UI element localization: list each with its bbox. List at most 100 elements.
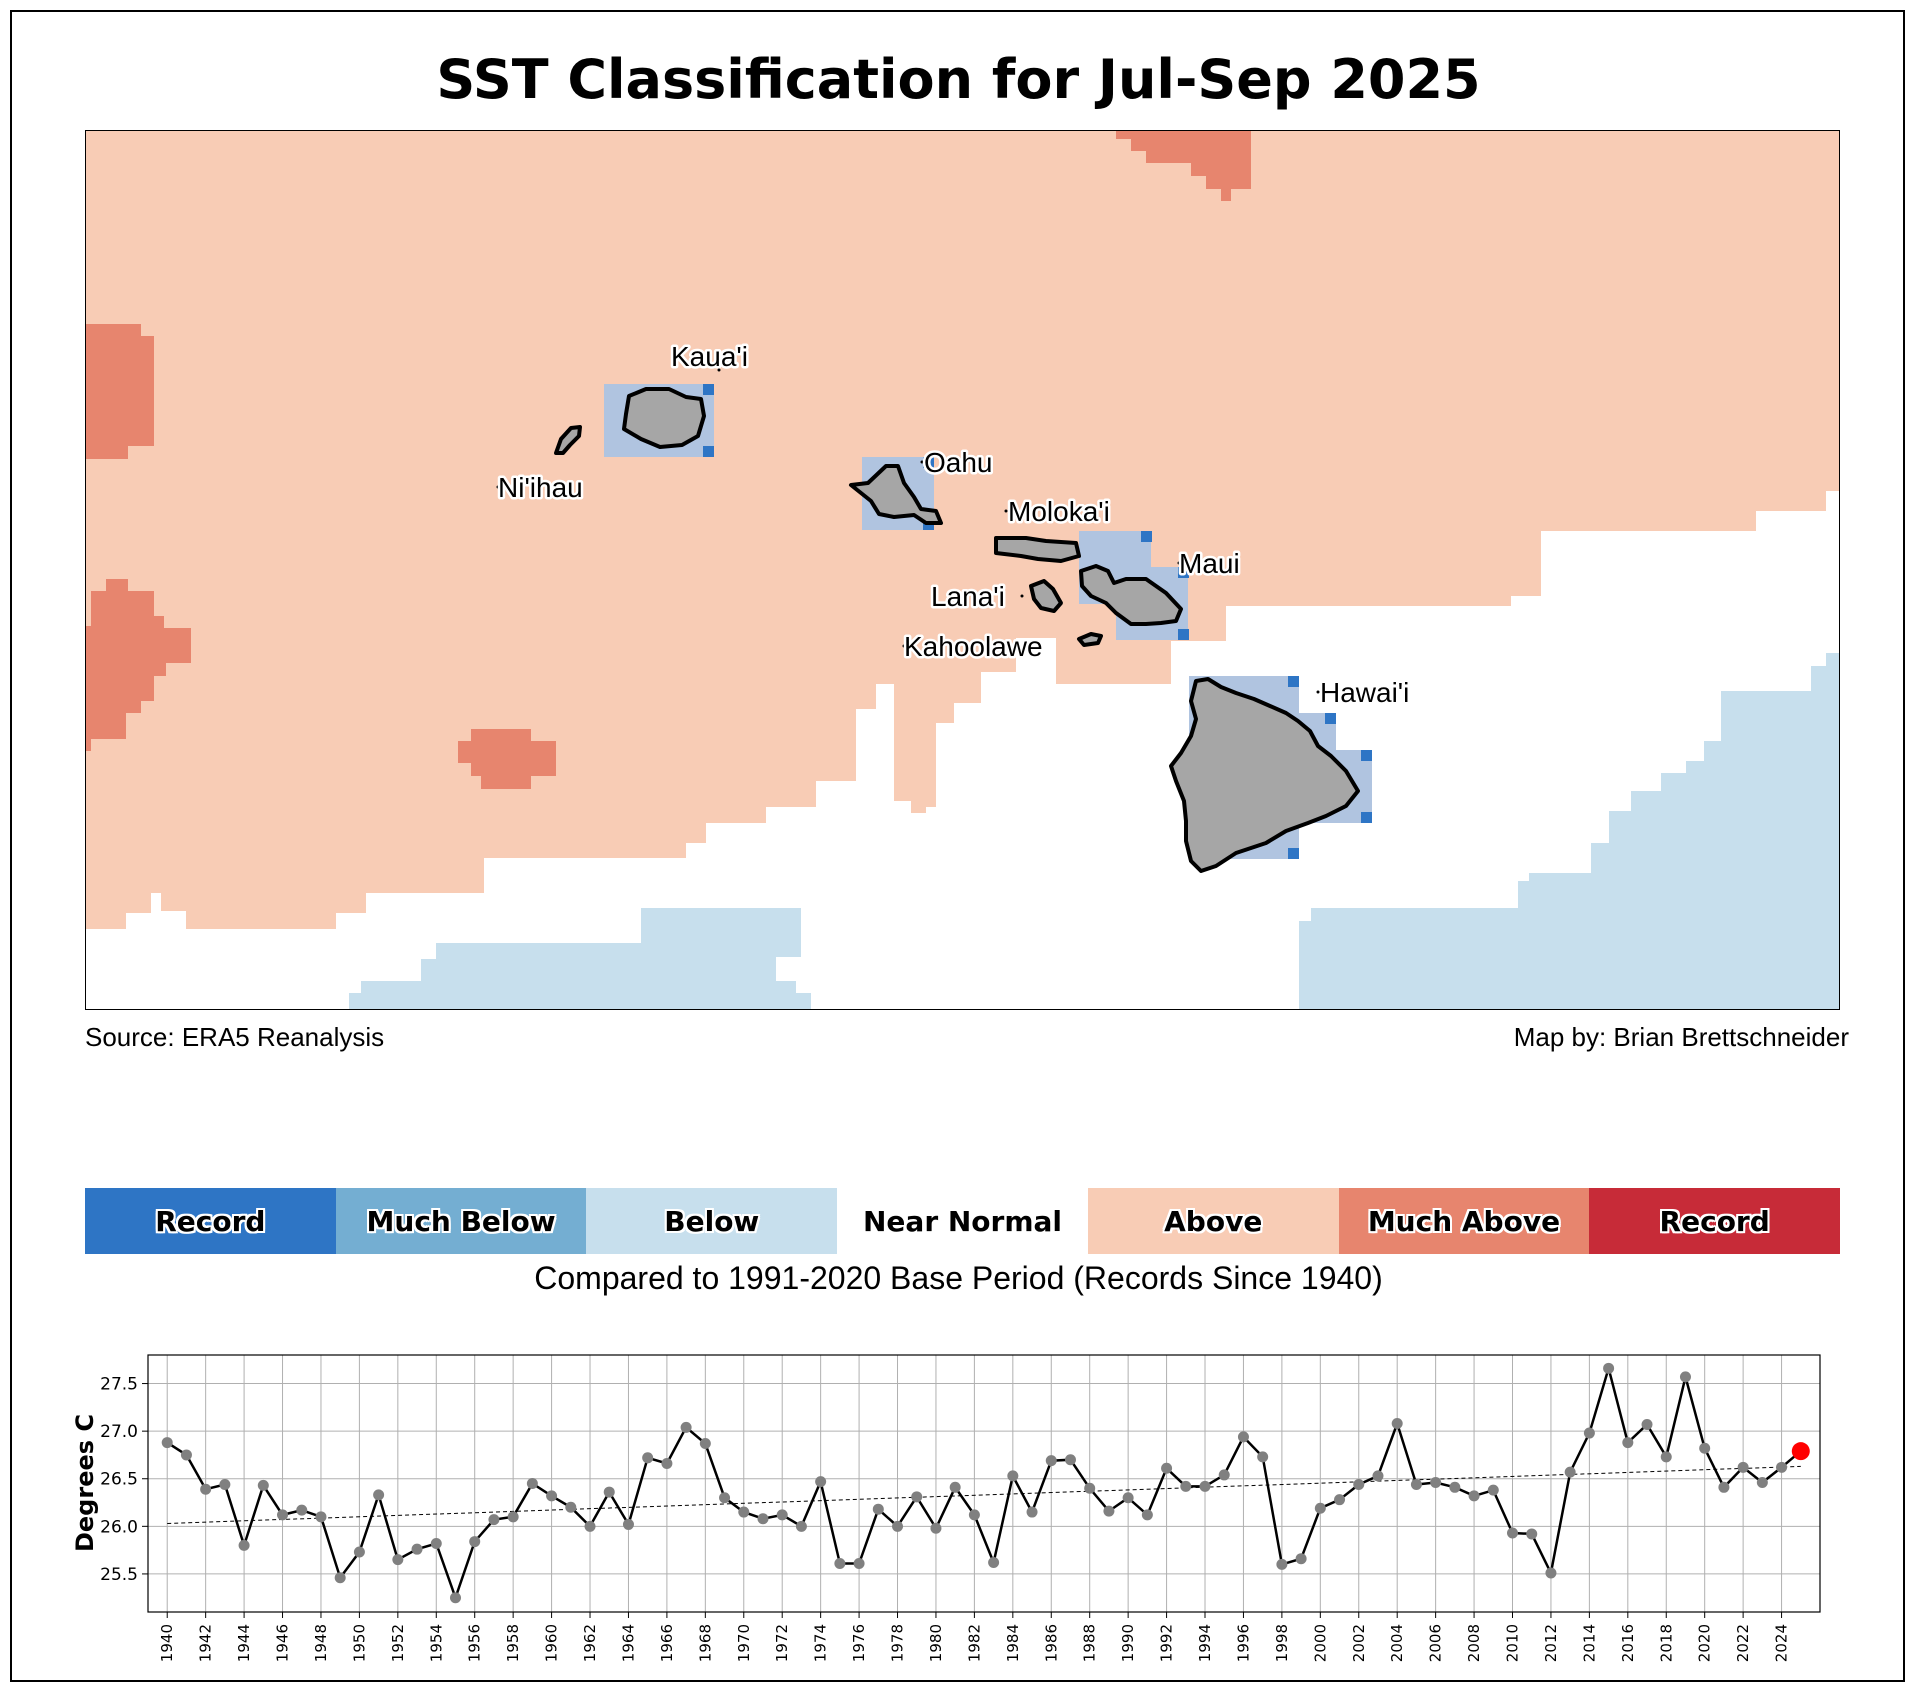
kauai-island (622, 387, 706, 449)
data-point (853, 1557, 865, 1569)
data-point (1103, 1505, 1115, 1517)
x-tick-label: 2012 (1542, 1624, 1560, 1662)
data-point (1007, 1470, 1019, 1482)
data-point (507, 1511, 519, 1523)
data-point (257, 1479, 269, 1491)
data-point (1199, 1480, 1211, 1492)
data-point (373, 1489, 385, 1501)
x-tick-label: 1948 (312, 1624, 330, 1662)
data-point (1718, 1481, 1730, 1493)
data-point (1622, 1437, 1634, 1449)
sst-timeseries-chart: 25.526.026.527.027.5 1940 1942 1944 1946 194… (71, 1354, 1821, 1662)
y-tick-label: 25.5 (100, 1565, 138, 1585)
island-labels: Kaua'i Ni'ihau Oahu Moloka'i Maui Lana'i… (496, 339, 1412, 711)
data-point (815, 1476, 827, 1488)
island-label-molokai: Moloka'i (1008, 496, 1110, 527)
x-tick-label: 1986 (1042, 1624, 1060, 1662)
data-point (795, 1520, 807, 1532)
x-ticks: 1940 1942 1944 1946 1948 1950 1952 1954 1956 1958… (158, 1612, 1791, 1662)
data-point (1161, 1462, 1173, 1474)
data-point (1064, 1454, 1076, 1466)
data-point (1487, 1484, 1499, 1496)
data-point (1026, 1506, 1038, 1518)
data-point (968, 1509, 980, 1521)
data-point (1334, 1494, 1346, 1506)
data-point (719, 1492, 731, 1504)
much-above-field-southwest (86, 579, 191, 751)
island-label-kahoolawe: Kahoolawe (904, 631, 1043, 662)
data-point (1237, 1431, 1249, 1443)
data-point (1084, 1482, 1096, 1494)
source-note: Source: ERA5 Reanalysis (85, 1022, 385, 1052)
x-tick-label: 1952 (389, 1624, 407, 1662)
data-point (546, 1490, 558, 1502)
data-point (1045, 1455, 1057, 1467)
data-point (1180, 1480, 1192, 1492)
legend-caption: Compared to 1991-2020 Base Period (Recor… (534, 1260, 1383, 1296)
x-tick-label: 1988 (1081, 1624, 1099, 1662)
data-point (1276, 1558, 1288, 1570)
data-point (238, 1539, 250, 1551)
data-point (161, 1437, 173, 1449)
sst-map: Kaua'i Ni'ihau Oahu Moloka'i Maui Lana'i… (85, 130, 1840, 1010)
y-ticks: 25.5 26.0 26.5 27.0 27.5 (100, 1375, 148, 1585)
x-tick-label: 1954 (427, 1624, 445, 1662)
x-tick-label: 2008 (1465, 1624, 1483, 1662)
island-label-hawaii: Hawai'i (1320, 677, 1409, 708)
much-above-field-west (86, 324, 154, 459)
data-point (680, 1421, 692, 1433)
legend-record-above: Record (1589, 1188, 1841, 1254)
data-point (1679, 1371, 1691, 1383)
below-normal-field-west (349, 908, 811, 1009)
data-point (1391, 1418, 1403, 1430)
niihau-island (554, 425, 582, 455)
data-points (161, 1362, 1810, 1604)
data-point (1526, 1528, 1538, 1540)
data-point (1257, 1451, 1269, 1463)
data-point (411, 1543, 423, 1555)
island-label-kauai: Kaua'i (671, 341, 748, 372)
island-label-lanai: Lana'i (931, 581, 1005, 612)
x-tick-label: 1964 (619, 1624, 637, 1662)
lanai-island (1029, 579, 1063, 613)
data-point (1507, 1527, 1519, 1539)
hawaii-island (1169, 677, 1360, 873)
island-label-oahu: Oahu (924, 447, 993, 478)
trend-line (167, 1465, 1801, 1524)
oahu-island (849, 464, 943, 525)
x-tick-label: 1994 (1196, 1624, 1214, 1662)
data-point (1141, 1509, 1153, 1521)
data-point (180, 1449, 192, 1461)
chart-grid (148, 1355, 1820, 1612)
island-label-niihau: Ni'ihau (498, 472, 583, 503)
x-tick-label: 2000 (1311, 1624, 1329, 1662)
x-tick-label: 2014 (1580, 1624, 1598, 1662)
data-point (1372, 1470, 1384, 1482)
data-point (1122, 1492, 1134, 1504)
x-tick-label: 2024 (1773, 1624, 1791, 1662)
maui-island (1079, 564, 1183, 626)
sst-series-line (166, 1363, 1802, 1602)
island-label-maui: Maui (1179, 548, 1240, 579)
y-tick-label: 26.5 (100, 1470, 138, 1490)
x-tick-label: 1992 (1158, 1624, 1176, 1662)
x-tick-label: 1976 (850, 1624, 868, 1662)
legend-above: Above (1087, 1188, 1339, 1254)
x-tick-label: 2022 (1734, 1624, 1752, 1662)
legend-record-below: Record (85, 1188, 336, 1254)
x-tick-label: 1990 (1119, 1624, 1137, 1662)
x-tick-label: 1996 (1234, 1624, 1252, 1662)
data-point (892, 1520, 904, 1532)
x-tick-label: 1982 (965, 1624, 983, 1662)
data-point (526, 1478, 538, 1489)
data-point (449, 1592, 461, 1604)
islands (554, 387, 1360, 873)
data-point (1603, 1362, 1615, 1374)
x-tick-label: 1956 (466, 1624, 484, 1662)
data-point (488, 1514, 500, 1526)
data-point (1583, 1427, 1595, 1439)
data-point (219, 1478, 231, 1490)
data-point (469, 1536, 481, 1548)
data-point (1564, 1466, 1576, 1478)
below-normal-field-east (1299, 653, 1839, 1009)
